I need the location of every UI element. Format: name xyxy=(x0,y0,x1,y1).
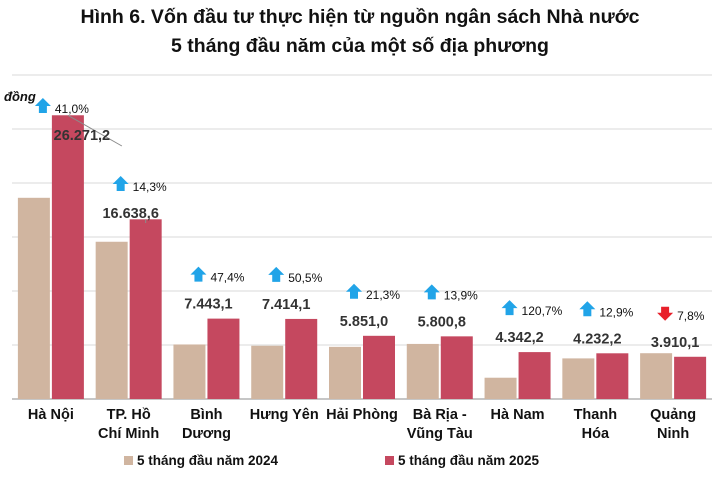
arrow-up-icon xyxy=(112,176,129,191)
legend-swatch-2025 xyxy=(385,456,394,465)
arrow-up-icon xyxy=(501,300,518,316)
x-tick-label: Hóa xyxy=(582,426,610,442)
change-percent-label: 21,3% xyxy=(366,288,400,302)
y-axis-unit-label: đồng xyxy=(4,89,36,104)
x-tick-label: Bà Rịa - xyxy=(413,407,467,423)
x-tick-label: Hà Nội xyxy=(28,407,74,423)
data-label: 5.800,8 xyxy=(418,314,466,330)
change-percent-label: 7,8% xyxy=(677,309,705,323)
bar-2024 xyxy=(329,346,361,399)
chart-title: Hình 6. Vốn đầu tư thực hiện từ nguồn ng… xyxy=(81,6,640,28)
data-label: 26.271,2 xyxy=(54,128,110,144)
x-tick-label: Hưng Yên xyxy=(250,407,319,423)
data-label: 5.851,0 xyxy=(340,314,388,330)
leader-line xyxy=(67,114,123,147)
bar-2024 xyxy=(173,344,206,399)
x-tick-label: Vũng Tàu xyxy=(407,426,473,442)
bar-2024 xyxy=(562,358,595,399)
bar-2025 xyxy=(129,219,162,399)
category-labels: Hà Nội TP. Hồ Chí Minh Bình Dương Hưng Yên Hải… xyxy=(28,407,696,442)
x-tick-label: TP. Hồ xyxy=(107,407,151,423)
chart-subtitle: 5 tháng đầu năm của một số địa phương xyxy=(171,35,549,57)
data-labels: 26.271,2 41,0% 16.638,6 14,3% 7.443,1 47,4% 7.… xyxy=(34,98,705,351)
change-percent-label: 47,4% xyxy=(210,271,244,285)
x-tick-label: Ninh xyxy=(657,426,689,442)
legend-swatch-2024 xyxy=(124,456,133,465)
arrow-up-icon xyxy=(190,266,207,282)
bar-2025 xyxy=(363,335,395,399)
bar-2024 xyxy=(251,345,284,399)
change-percent-label: 13,9% xyxy=(444,288,478,302)
data-label: 4.342,2 xyxy=(495,330,543,346)
bar-2025 xyxy=(674,356,707,399)
x-tick-label: Dương xyxy=(182,426,231,442)
legend-label-2025: 5 tháng đầu năm 2025 xyxy=(398,453,540,468)
bar-2025 xyxy=(207,318,240,399)
legend-label-2024: 5 tháng đầu năm 2024 xyxy=(137,453,279,468)
change-percent-label: 120,7% xyxy=(522,304,563,318)
data-label: 3.910,1 xyxy=(651,335,699,351)
bar-2025 xyxy=(518,352,551,399)
change-percent-label: 41,0% xyxy=(55,102,89,116)
grid xyxy=(12,74,712,400)
bar-2024 xyxy=(484,377,517,399)
arrow-up-icon xyxy=(423,284,440,300)
arrow-up-icon xyxy=(346,283,362,299)
arrow-up-icon xyxy=(34,98,51,113)
x-tick-label: Bình xyxy=(190,407,222,423)
legend: 5 tháng đầu năm 2024 5 tháng đầu năm 2025 xyxy=(124,453,540,468)
x-tick-label: Hải Phòng xyxy=(326,407,398,423)
data-label: 4.232,2 xyxy=(573,331,621,347)
bar-2025 xyxy=(596,353,629,399)
data-label: 16.638,6 xyxy=(102,206,158,222)
x-tick-label: Chí Minh xyxy=(98,426,159,442)
bar-2024 xyxy=(640,353,673,399)
change-percent-label: 12,9% xyxy=(599,305,633,319)
arrow-down-icon xyxy=(657,306,674,321)
bar-2024 xyxy=(406,343,439,399)
data-label: 7.414,1 xyxy=(262,297,310,313)
bar-2024 xyxy=(17,197,50,399)
bar-2024 xyxy=(95,241,128,399)
change-percent-label: 50,5% xyxy=(288,271,322,285)
bar-2025 xyxy=(51,115,84,399)
data-label: 7.443,1 xyxy=(184,297,232,313)
change-percent-label: 14,3% xyxy=(133,180,167,194)
arrow-up-icon xyxy=(579,301,596,317)
bar-2025 xyxy=(285,318,318,399)
x-tick-label: Quảng xyxy=(650,407,696,423)
bar-2025 xyxy=(440,336,473,399)
bars xyxy=(17,115,707,399)
x-tick-label: Hà Nam xyxy=(491,407,545,423)
x-tick-label: Thanh xyxy=(574,407,618,423)
arrow-up-icon xyxy=(268,266,285,282)
